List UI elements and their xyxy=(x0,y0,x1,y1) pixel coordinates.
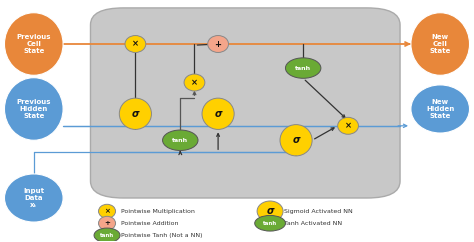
Ellipse shape xyxy=(184,74,205,91)
Text: Sigmoid Activated NN: Sigmoid Activated NN xyxy=(284,209,353,214)
Ellipse shape xyxy=(4,78,63,140)
Text: ×: × xyxy=(132,39,139,48)
Text: Input
Data
xₜ: Input Data xₜ xyxy=(23,188,45,208)
Ellipse shape xyxy=(202,98,234,129)
Text: +: + xyxy=(104,220,110,226)
Ellipse shape xyxy=(99,216,116,230)
FancyBboxPatch shape xyxy=(91,8,400,198)
Text: New
Hidden
State: New Hidden State xyxy=(426,99,455,119)
Ellipse shape xyxy=(337,117,358,134)
Text: ×: × xyxy=(345,121,352,130)
Ellipse shape xyxy=(119,98,152,129)
Text: tanh: tanh xyxy=(100,233,114,238)
Ellipse shape xyxy=(411,85,470,133)
Text: σ: σ xyxy=(266,206,274,216)
Ellipse shape xyxy=(257,201,283,221)
Text: σ: σ xyxy=(214,109,222,119)
Ellipse shape xyxy=(411,13,470,75)
Ellipse shape xyxy=(163,130,198,151)
Ellipse shape xyxy=(125,36,146,53)
Text: Previous
Hidden
State: Previous Hidden State xyxy=(17,99,51,119)
Text: tanh: tanh xyxy=(295,66,311,71)
Text: ×: × xyxy=(191,78,198,87)
Text: tanh: tanh xyxy=(172,138,188,143)
Text: tanh: tanh xyxy=(263,221,277,226)
Text: Previous
Cell
State: Previous Cell State xyxy=(17,34,51,54)
Ellipse shape xyxy=(4,13,63,75)
Text: ×: × xyxy=(104,208,110,214)
Ellipse shape xyxy=(4,174,63,222)
Ellipse shape xyxy=(280,125,312,156)
Ellipse shape xyxy=(255,215,285,231)
Text: +: + xyxy=(215,39,222,48)
Ellipse shape xyxy=(208,36,228,53)
Text: Pointwise Multiplication: Pointwise Multiplication xyxy=(121,209,195,214)
Text: New
Cell
State: New Cell State xyxy=(429,34,451,54)
Ellipse shape xyxy=(99,204,116,218)
Ellipse shape xyxy=(94,228,120,242)
Text: Pointwise Tanh (Not a NN): Pointwise Tanh (Not a NN) xyxy=(121,233,203,238)
Text: Pointwise Addition: Pointwise Addition xyxy=(121,221,179,226)
Ellipse shape xyxy=(285,58,321,78)
Text: σ: σ xyxy=(132,109,139,119)
Text: σ: σ xyxy=(292,135,300,145)
Text: Tanh Activated NN: Tanh Activated NN xyxy=(284,221,342,226)
